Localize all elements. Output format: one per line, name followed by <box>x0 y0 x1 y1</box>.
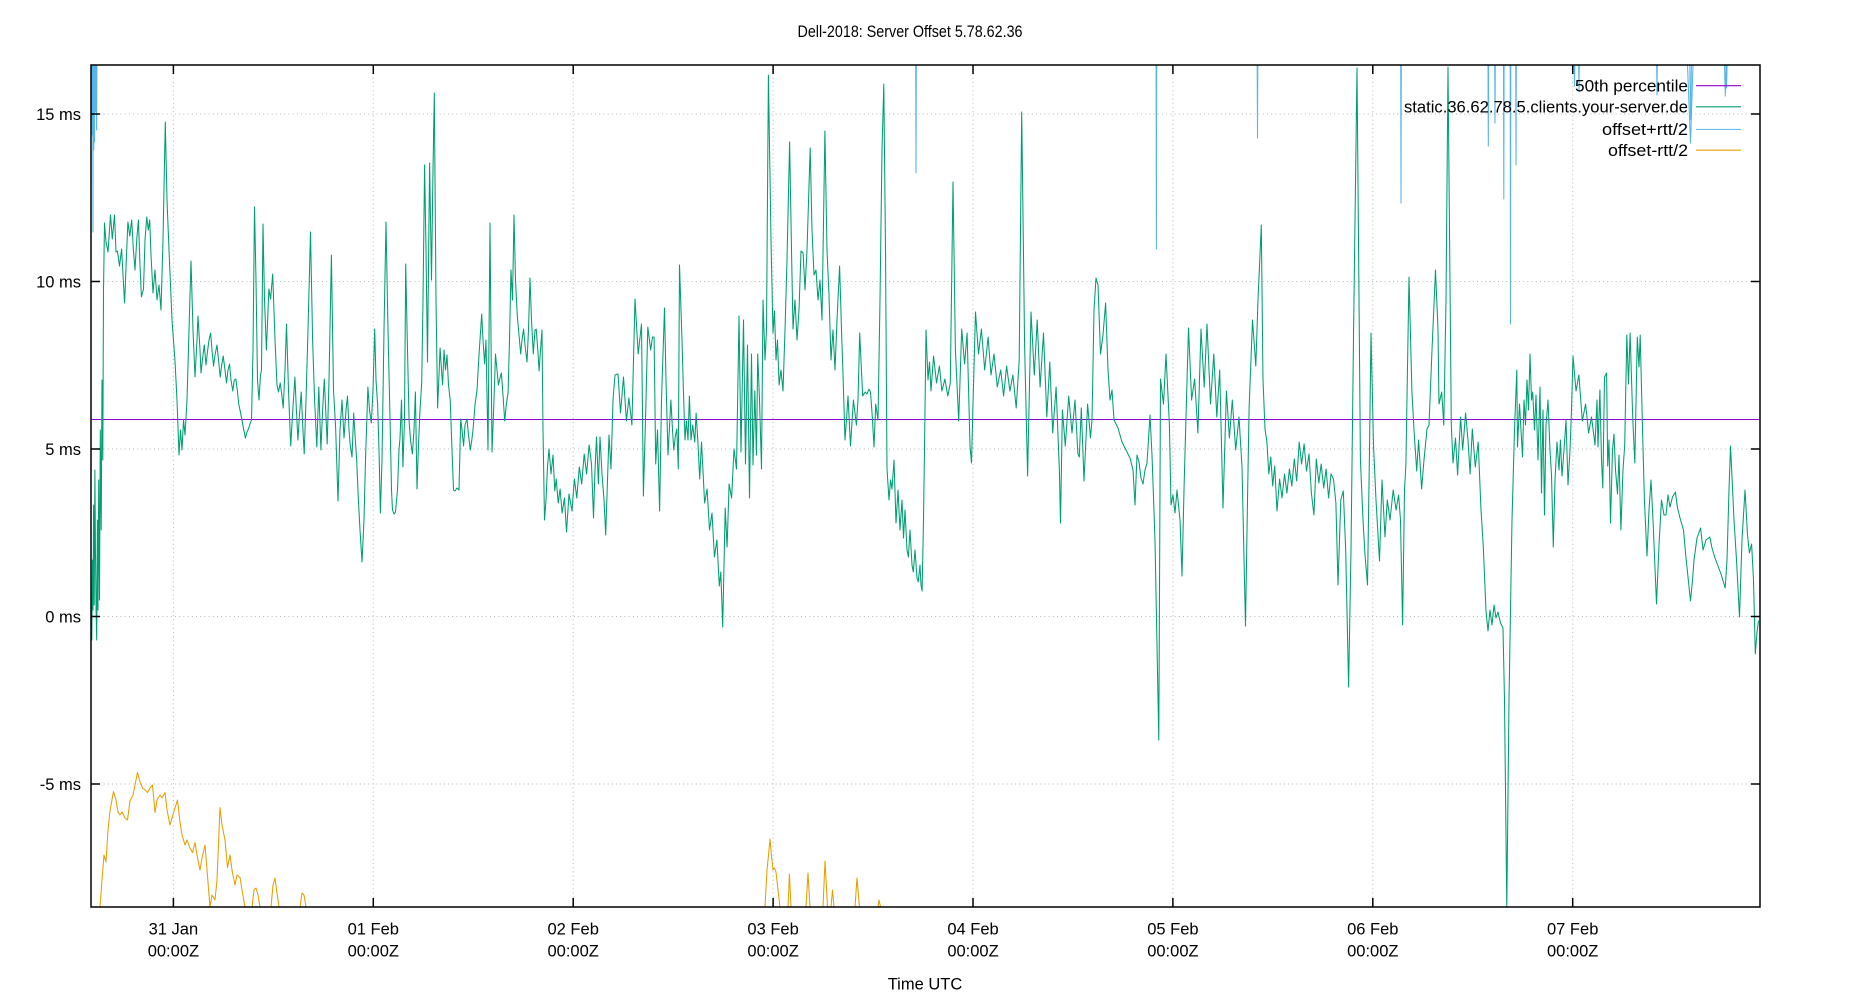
svg-text:00:00Z: 00:00Z <box>1547 943 1598 961</box>
svg-text:00:00Z: 00:00Z <box>1147 943 1198 961</box>
svg-text:00:00Z: 00:00Z <box>1347 943 1398 961</box>
svg-text:06 Feb: 06 Feb <box>1347 921 1398 939</box>
svg-text:50th percentile: 50th percentile <box>1575 78 1688 96</box>
svg-text:offset-rtt/2: offset-rtt/2 <box>1608 142 1688 160</box>
svg-text:02 Feb: 02 Feb <box>548 921 599 939</box>
svg-text:static.36.62.78.5.clients.your: static.36.62.78.5.clients.your-server.de <box>1404 99 1688 117</box>
svg-text:04 Feb: 04 Feb <box>947 921 998 939</box>
svg-text:10 ms: 10 ms <box>36 273 81 291</box>
svg-text:15 ms: 15 ms <box>36 106 81 124</box>
svg-text:31 Jan: 31 Jan <box>149 921 199 939</box>
svg-text:05 Feb: 05 Feb <box>1147 921 1198 939</box>
svg-text:07 Feb: 07 Feb <box>1547 921 1598 939</box>
svg-text:03 Feb: 03 Feb <box>747 921 798 939</box>
svg-text:00:00Z: 00:00Z <box>947 943 998 961</box>
svg-text:00:00Z: 00:00Z <box>548 943 599 961</box>
svg-text:5 ms: 5 ms <box>45 441 81 459</box>
svg-text:offset+rtt/2: offset+rtt/2 <box>1602 121 1688 139</box>
svg-text:-5 ms: -5 ms <box>40 776 81 794</box>
svg-text:00:00Z: 00:00Z <box>348 943 399 961</box>
svg-text:00:00Z: 00:00Z <box>747 943 798 961</box>
svg-text:01 Feb: 01 Feb <box>348 921 399 939</box>
svg-text:00:00Z: 00:00Z <box>148 943 199 961</box>
svg-text:0 ms: 0 ms <box>45 608 81 626</box>
svg-text:Dell-2018: Server Offset 5.78.: Dell-2018: Server Offset 5.78.62.36 <box>798 23 1023 41</box>
svg-text:Time UTC: Time UTC <box>888 975 963 993</box>
